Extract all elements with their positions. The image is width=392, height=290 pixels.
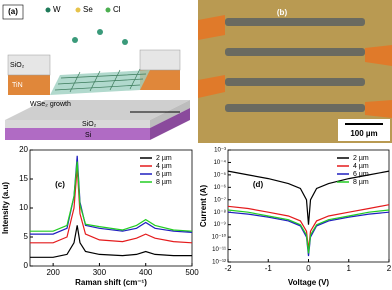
layer-label: Si (85, 132, 92, 139)
electrode (225, 78, 365, 86)
pad (365, 45, 392, 66)
tin-right (140, 70, 180, 90)
substrate-top (5, 100, 190, 120)
x-tick-label: -1 (265, 264, 273, 273)
y-tick-label: 10⁻³ (214, 148, 226, 154)
layer-label: SiO₂ (82, 121, 97, 128)
y-tick-label: 0 (24, 261, 29, 270)
lattice-lines (54, 68, 147, 93)
y-tick-label: 10⁻⁸ (214, 209, 227, 216)
y-tick-label: 10⁻⁴ (214, 159, 227, 166)
pad (365, 100, 392, 118)
y-axis-label: Intensity (a.u) (1, 182, 10, 234)
legend-text: W (53, 5, 61, 14)
y-tick-label: 10⁻¹⁰ (212, 234, 227, 241)
x-tick-label: 500 (185, 268, 199, 277)
x-tick-label: 0 (306, 264, 311, 273)
panel-label: (a) (8, 7, 18, 16)
panel-label: (d) (253, 180, 264, 189)
y-tick-label: 10⁻¹² (212, 260, 226, 266)
series-line (227, 209, 390, 254)
molecule (122, 39, 128, 45)
series-line (30, 161, 193, 232)
sio2-left (7, 54, 51, 76)
layer-label: TiN (12, 82, 23, 89)
y-tick-label: 10⁻⁵ (214, 171, 227, 178)
x-axis-label: Raman shift (cm⁻¹) (75, 278, 147, 287)
legend-text: 4 µm (353, 163, 369, 170)
pad (198, 15, 225, 40)
panel-a: (a) W Se Cl SiO₂ TiN WSe₂ growth SiO₂ Si (0, 0, 195, 143)
series-line (30, 167, 193, 244)
y-tick-label: 15 (19, 174, 28, 183)
x-tick-label: 200 (46, 268, 60, 277)
si-layer (5, 128, 150, 140)
series-line (227, 211, 390, 257)
y-tick-label: 5 (24, 232, 29, 241)
y-tick-label: 10⁻¹¹ (212, 247, 226, 253)
y-axis-label: Current (A) (199, 185, 208, 228)
electrode (225, 104, 365, 112)
x-tick-label: 400 (139, 268, 153, 277)
series-line (30, 225, 192, 258)
sio2-right (139, 49, 181, 71)
legend-dot (75, 7, 81, 13)
label-box (2, 4, 24, 20)
series-line (227, 170, 390, 225)
x-axis-label: Voltage (V) (288, 278, 330, 287)
x-tick-label: 2 (387, 264, 392, 273)
molecule (72, 37, 78, 43)
y-tick-label: 10⁻⁷ (214, 196, 226, 203)
pad (198, 75, 225, 98)
tin-left (8, 75, 50, 95)
legend-text: Cl (113, 5, 121, 14)
sio2-layer (5, 120, 150, 128)
layer-label: SiO₂ (10, 62, 25, 69)
legend-text: 2 µm (353, 155, 369, 162)
legend-text: 8 µm (156, 179, 172, 186)
legend-text: 6 µm (353, 171, 369, 178)
y-tick-label: 20 (19, 145, 28, 154)
electrode (225, 18, 365, 26)
legend-text: 4 µm (156, 163, 172, 170)
panel-label: (b) (277, 8, 288, 17)
legend-dot (45, 7, 51, 13)
y-tick-label: 10⁻⁶ (214, 184, 227, 191)
legend-text: 2 µm (156, 155, 172, 162)
panel-label: (c) (55, 180, 65, 189)
x-tick-label: 1 (347, 264, 352, 273)
y-tick-label: 10 (19, 203, 28, 212)
scale-text: 100 µm (350, 129, 377, 138)
sio2-side (150, 100, 190, 128)
x-tick-label: -2 (224, 264, 232, 273)
series-line (227, 204, 390, 250)
electrode (225, 48, 365, 56)
si-side (150, 108, 190, 140)
x-tick-label: 300 (93, 268, 107, 277)
legend-text: 8 µm (353, 179, 369, 186)
layer-label: WSe₂ growth (30, 101, 71, 108)
y-tick-label: 10⁻⁹ (214, 221, 227, 228)
legend-text: Se (83, 5, 93, 14)
molecule (97, 29, 103, 35)
legend-dot (105, 7, 111, 13)
panel-b: (b) 100 µm (198, 0, 392, 143)
legend-text: 6 µm (156, 171, 172, 178)
